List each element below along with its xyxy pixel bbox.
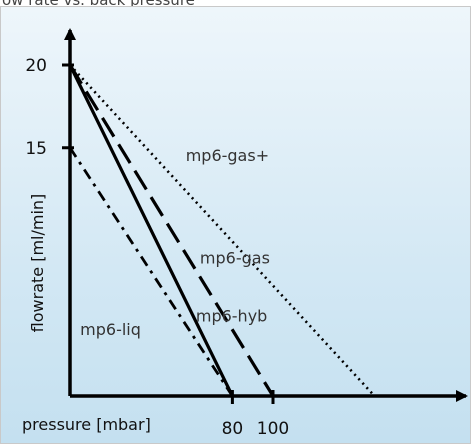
series-label: mp6-gas+ (186, 146, 269, 165)
series-label: mp6-gas (200, 249, 270, 268)
series-line-mp6-hyb (68, 64, 234, 397)
series-line-mp6-liq (68, 146, 234, 397)
y-tick-label: 15 (25, 139, 47, 159)
series-label: mp6-liq (80, 320, 141, 339)
x-tick-label: 80 (222, 419, 244, 439)
series-label: mp6-hyb (196, 307, 267, 326)
y-tick-label: 20 (25, 56, 47, 76)
x-axis-title: pressure [mbar] (22, 415, 151, 434)
series-line-mp6-gas (69, 64, 376, 397)
series-line-mp6-gas (68, 64, 275, 397)
figure-caption: ow rate vs. back pressure (2, 0, 195, 9)
y-axis-title: flowrate [ml/min] (28, 194, 47, 333)
x-tick-label: 100 (257, 419, 289, 439)
